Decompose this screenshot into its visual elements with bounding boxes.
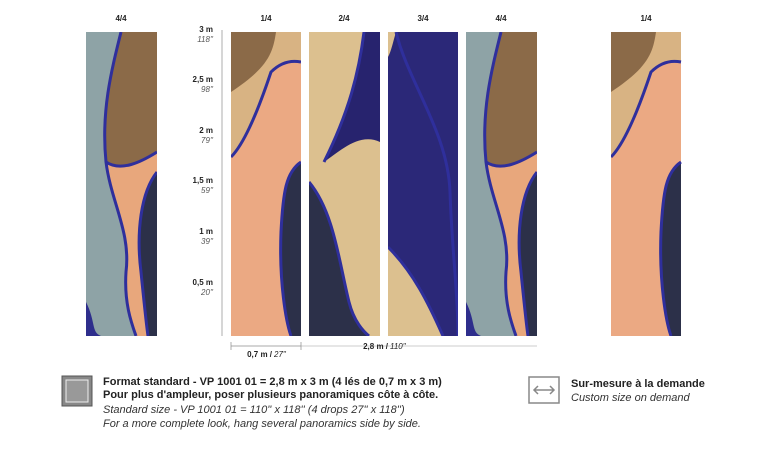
panel: [231, 32, 301, 336]
panel: [466, 32, 537, 336]
height-label: 0,5 m: [193, 278, 213, 287]
standard-icon: [65, 379, 89, 403]
width-label: 0,7 m /: [247, 350, 273, 359]
height-label: 118'': [197, 35, 213, 44]
panel-label: 4/4: [495, 14, 507, 23]
panel: [86, 32, 157, 336]
panel: [611, 32, 682, 336]
panel: [309, 32, 380, 336]
panel-label: 1/4: [640, 14, 652, 23]
standard-text: For a more complete look, hang several p…: [103, 418, 421, 430]
custom-icon: [532, 385, 556, 395]
panel-label: 2/4: [338, 14, 350, 23]
height-label: 98'': [201, 85, 213, 94]
custom-text: Custom size on demand: [571, 392, 690, 404]
panel-label: 1/4: [260, 14, 272, 23]
height-label: 20'': [200, 288, 213, 297]
height-label: 2,5 m: [193, 75, 213, 84]
height-label: 1,5 m: [193, 176, 213, 185]
custom-text: Sur-mesure à la demande: [571, 378, 705, 390]
width-label: 110'': [390, 342, 406, 351]
height-label: 2 m: [199, 126, 213, 135]
standard-text: Pour plus d'ampleur, poser plusieurs pan…: [103, 389, 438, 401]
width-label: 2,8 m /: [363, 342, 389, 351]
panel: [388, 32, 458, 336]
standard-text: Standard size - VP 1001 01 = 110'' x 118…: [103, 404, 405, 416]
standard-text: Format standard - VP 1001 01 = 2,8 m x 3…: [103, 376, 442, 388]
height-label: 59'': [201, 186, 213, 195]
width-label: 27'': [273, 350, 286, 359]
panel-label: 4/4: [115, 14, 127, 23]
height-label: 39'': [201, 237, 213, 246]
panel-label: 3/4: [417, 14, 429, 23]
height-label: 1 m: [199, 227, 213, 236]
height-label: 3 m: [199, 25, 213, 34]
height-label: 79'': [201, 136, 213, 145]
